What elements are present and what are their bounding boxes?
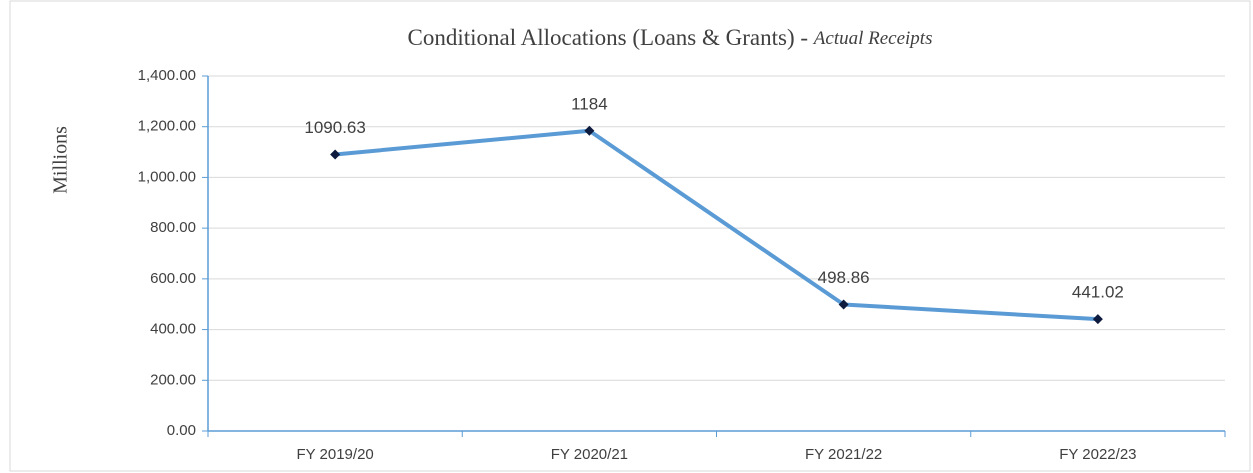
x-tick-label: FY 2019/20 [296, 446, 373, 463]
chart-title: Conditional Allocations (Loans & Grants)… [408, 25, 933, 50]
data-label: 441.02 [1072, 283, 1124, 302]
y-tick-label: 1,200.00 [138, 118, 196, 135]
data-label: 1184 [571, 94, 608, 113]
y-tick-label: 600.00 [150, 270, 196, 287]
y-tick-label: 1,000.00 [138, 168, 196, 185]
marker [584, 125, 595, 136]
line [334, 128, 1098, 322]
title: Conditional Allocations (Loans & Grants)… [408, 25, 809, 50]
data-label: 1090.63 [304, 118, 365, 137]
y-axis-label: Millions [50, 126, 72, 194]
y-tick-label: 200.00 [150, 371, 196, 388]
x-tick-label: FY 2020/21 [551, 446, 628, 463]
marker [330, 149, 341, 160]
marker [838, 299, 849, 310]
y-tick-label: 800.00 [150, 219, 196, 236]
marker [1092, 314, 1103, 325]
data-label: 498.86 [818, 268, 870, 287]
chart-frame [9, 0, 1251, 472]
x-tick-label: FY 2022/23 [1059, 446, 1136, 463]
subtitle: Actual Receipts [812, 28, 933, 49]
y-tick-label: 0.00 [167, 422, 196, 439]
y-tick-label: 400.00 [150, 321, 196, 338]
y-tick-label: 1,400.00 [138, 67, 196, 84]
x-tick-label: FY 2021/22 [805, 446, 882, 463]
